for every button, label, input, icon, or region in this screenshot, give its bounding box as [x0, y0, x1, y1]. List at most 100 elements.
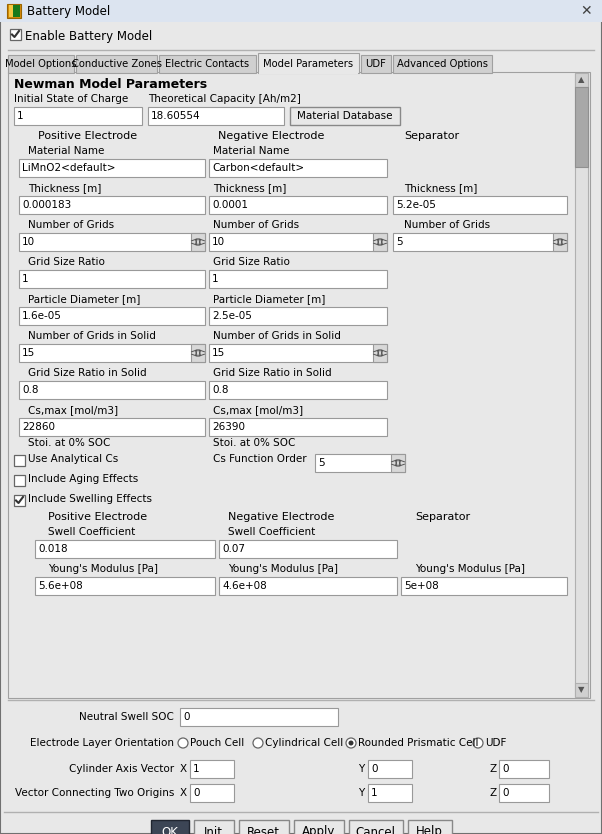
- Text: Positive Electrode: Positive Electrode: [38, 131, 137, 141]
- Text: 22860: 22860: [22, 422, 55, 432]
- Text: 4.6e+08: 4.6e+08: [222, 581, 267, 591]
- Bar: [219, 540, 397, 558]
- Bar: [368, 760, 412, 778]
- Text: OK: OK: [161, 826, 178, 834]
- Bar: [14, 495, 25, 506]
- Text: 15: 15: [22, 348, 36, 358]
- Text: Separator: Separator: [415, 512, 470, 522]
- Text: Z: Z: [490, 788, 497, 798]
- Bar: [19, 270, 205, 288]
- Text: Model Parameters: Model Parameters: [264, 59, 353, 69]
- Bar: [259, 72, 358, 74]
- Text: Material Name: Material Name: [28, 146, 104, 156]
- Bar: [0, 0, 602, 22]
- Text: Young's Modulus [Pa]: Young's Modulus [Pa]: [415, 564, 525, 574]
- Text: ▼: ▼: [579, 686, 585, 695]
- Bar: [19, 233, 205, 251]
- Text: 1: 1: [17, 111, 23, 121]
- Text: Number of Grids: Number of Grids: [213, 220, 299, 230]
- Text: Swell Coefficient: Swell Coefficient: [48, 527, 135, 537]
- Text: Advanced Options: Advanced Options: [397, 59, 488, 69]
- Text: Include Swelling Effects: Include Swelling Effects: [28, 494, 152, 504]
- Text: Rounded Prismatic Cell: Rounded Prismatic Cell: [358, 738, 479, 748]
- Circle shape: [178, 738, 188, 748]
- Bar: [258, 53, 359, 73]
- Bar: [575, 683, 588, 697]
- Bar: [19, 344, 205, 362]
- Bar: [19, 418, 205, 436]
- Text: UDF: UDF: [485, 738, 506, 748]
- Text: Cancel: Cancel: [356, 826, 396, 834]
- Text: Y: Y: [358, 764, 364, 774]
- Text: 1: 1: [193, 764, 200, 774]
- Bar: [150, 820, 188, 834]
- Text: Z: Z: [490, 764, 497, 774]
- Text: Neutral Swell SOC: Neutral Swell SOC: [79, 712, 174, 722]
- Bar: [209, 307, 387, 325]
- Text: Pouch Cell: Pouch Cell: [190, 738, 244, 748]
- Bar: [238, 820, 288, 834]
- Text: Cs,max [mol/m3]: Cs,max [mol/m3]: [213, 405, 303, 415]
- Text: 5.6e+08: 5.6e+08: [38, 581, 82, 591]
- Text: UDF: UDF: [365, 59, 386, 69]
- Bar: [393, 233, 567, 251]
- Text: 5e+08: 5e+08: [404, 581, 439, 591]
- Text: Carbon<default>: Carbon<default>: [212, 163, 304, 173]
- Bar: [393, 55, 492, 73]
- Text: Grid Size Ratio: Grid Size Ratio: [213, 257, 290, 267]
- Text: 1: 1: [22, 274, 29, 284]
- Bar: [191, 344, 205, 362]
- Bar: [393, 196, 567, 214]
- Bar: [294, 820, 344, 834]
- Text: Init: Init: [204, 826, 223, 834]
- Bar: [19, 196, 205, 214]
- Bar: [209, 270, 387, 288]
- Text: 18.60554: 18.60554: [151, 111, 200, 121]
- Bar: [10, 29, 21, 40]
- Text: 0.8: 0.8: [212, 385, 229, 395]
- Bar: [373, 233, 387, 251]
- Bar: [19, 307, 205, 325]
- Text: Thickness [m]: Thickness [m]: [404, 183, 477, 193]
- Bar: [193, 820, 234, 834]
- Bar: [575, 87, 588, 167]
- Bar: [209, 159, 387, 177]
- Text: 10: 10: [212, 237, 225, 247]
- Bar: [19, 381, 205, 399]
- Text: Negative Electrode: Negative Electrode: [228, 512, 334, 522]
- Bar: [361, 55, 391, 73]
- Bar: [19, 159, 205, 177]
- Text: Cs Function Order: Cs Function Order: [213, 454, 306, 464]
- Text: 0: 0: [502, 764, 509, 774]
- Bar: [209, 344, 387, 362]
- Text: 5: 5: [318, 458, 324, 468]
- Circle shape: [253, 738, 263, 748]
- Bar: [391, 454, 405, 472]
- Bar: [368, 784, 412, 802]
- Bar: [408, 820, 452, 834]
- Text: ✕: ✕: [580, 4, 592, 18]
- Text: Y: Y: [358, 788, 364, 798]
- Bar: [575, 73, 588, 87]
- Text: Vector Connecting Two Origins: Vector Connecting Two Origins: [14, 788, 174, 798]
- Text: 0: 0: [193, 788, 199, 798]
- Bar: [14, 107, 142, 125]
- Bar: [9, 5, 13, 17]
- Text: Battery Model: Battery Model: [27, 4, 110, 18]
- Text: X: X: [180, 788, 187, 798]
- Text: Reset: Reset: [247, 826, 280, 834]
- Bar: [315, 454, 405, 472]
- Text: Particle Diameter [m]: Particle Diameter [m]: [28, 294, 140, 304]
- Text: Swell Coefficient: Swell Coefficient: [228, 527, 315, 537]
- Text: Young's Modulus [Pa]: Young's Modulus [Pa]: [48, 564, 158, 574]
- Text: Stoi. at 0% SOC: Stoi. at 0% SOC: [213, 438, 296, 448]
- Bar: [14, 475, 25, 486]
- Text: Theoretical Capacity [Ah/m2]: Theoretical Capacity [Ah/m2]: [148, 94, 301, 104]
- Text: 1: 1: [212, 274, 219, 284]
- Text: Number of Grids in Solid: Number of Grids in Solid: [213, 331, 341, 341]
- Bar: [7, 4, 21, 18]
- Bar: [553, 233, 567, 251]
- Bar: [76, 55, 157, 73]
- Text: Young's Modulus [Pa]: Young's Modulus [Pa]: [228, 564, 338, 574]
- Bar: [219, 577, 397, 595]
